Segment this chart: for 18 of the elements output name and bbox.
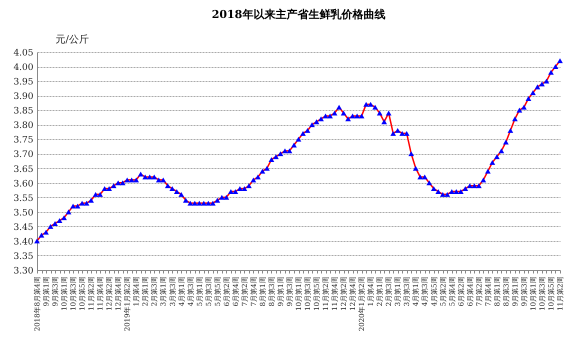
y-tick-label: 3.45	[13, 222, 34, 233]
y-tick-label: 3.35	[13, 252, 34, 262]
y-tick-label: 3.85	[13, 106, 34, 117]
chart-title: 2018年以来主产省生鲜乳价格曲线	[212, 8, 386, 21]
y-tick-label: 3.40	[13, 237, 34, 248]
y-tick-label: 3.90	[13, 92, 34, 102]
y-tick-label: 3.95	[13, 78, 34, 88]
y-tick-label: 3.80	[13, 121, 34, 132]
y-tick-label: 3.75	[13, 136, 34, 146]
y-tick-label: 4.05	[13, 48, 34, 58]
y-tick-label: 3.50	[13, 208, 34, 218]
y-tick-label: 3.30	[13, 266, 34, 276]
y-tick-label: 3.70	[13, 150, 34, 160]
y-axis-title: 元/公斤	[56, 34, 89, 46]
y-tick-label: 3.65	[13, 164, 34, 175]
y-tick-label: 3.60	[13, 179, 34, 190]
y-tick-label: 3.55	[13, 194, 34, 204]
y-tick-label: 4.00	[13, 63, 34, 74]
